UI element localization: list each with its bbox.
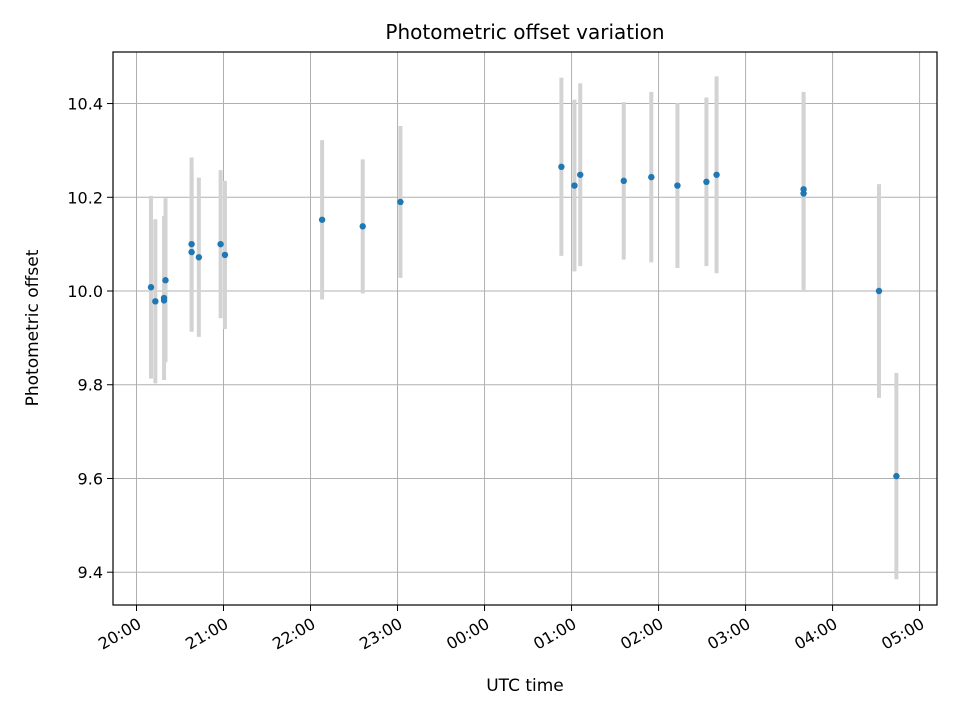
data-point xyxy=(577,171,584,178)
y-tick-label: 9.4 xyxy=(78,563,103,582)
chart-title: Photometric offset variation xyxy=(385,20,664,44)
data-point xyxy=(571,182,578,189)
data-point xyxy=(160,297,168,304)
data-point xyxy=(221,251,229,259)
data-points xyxy=(147,163,900,480)
grid xyxy=(113,52,937,605)
y-axis-label: Photometric offset xyxy=(23,249,43,406)
y-tick-label: 9.6 xyxy=(78,469,103,488)
data-point xyxy=(620,177,627,185)
data-point xyxy=(318,216,326,223)
data-point xyxy=(875,287,883,295)
data-point xyxy=(195,254,203,261)
data-point xyxy=(397,198,404,206)
data-point xyxy=(893,472,900,480)
data-point xyxy=(648,173,655,181)
data-point xyxy=(713,171,720,178)
y-tick-label: 10.2 xyxy=(67,188,103,207)
data-point xyxy=(147,284,155,291)
data-point xyxy=(152,298,159,305)
data-point xyxy=(162,277,169,284)
data-point xyxy=(188,240,195,248)
data-point xyxy=(800,190,807,197)
y-tick-label: 10.0 xyxy=(67,282,103,301)
data-point xyxy=(217,240,224,248)
data-point xyxy=(703,178,710,186)
y-tick-label: 9.8 xyxy=(78,376,103,395)
x-axis-label: UTC time xyxy=(486,676,564,696)
plot-frame xyxy=(112,51,938,606)
data-point xyxy=(359,223,366,230)
y-tick-label: 10.4 xyxy=(67,95,103,114)
y-axis-ticks: 9.4 9.6 9.8 10.0 10.2 10.4 xyxy=(67,95,113,582)
data-point xyxy=(188,248,195,256)
data-point xyxy=(558,163,565,171)
data-point xyxy=(674,182,681,189)
